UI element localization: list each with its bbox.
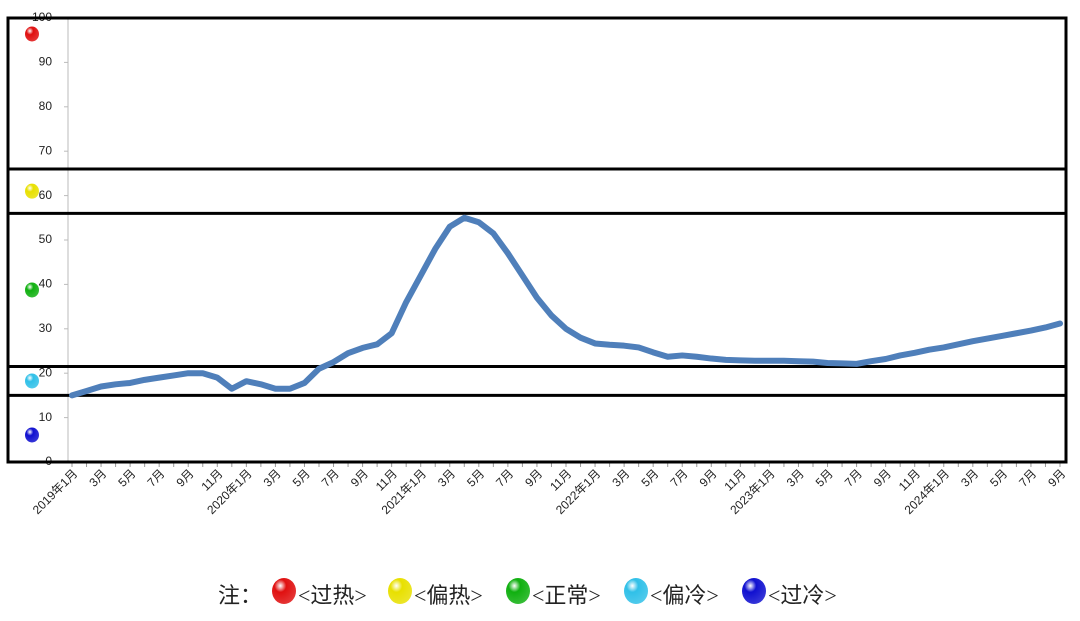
legend-label: <过冷> [768,583,837,608]
x-tick-label: 5月 [638,466,661,489]
y-tick-label: 80 [39,99,53,113]
zone-marker [25,183,39,199]
y-tick-label: 60 [39,188,53,202]
x-tick-label: 7月 [1016,466,1039,489]
legend-label: <正常> [532,583,601,608]
x-tick-label: 7月 [667,466,690,489]
zone-marker [25,373,39,389]
x-tick-label: 9月 [522,466,545,489]
zone-marker [25,427,39,443]
legend-marker [506,578,530,604]
legend-marker [272,578,296,604]
legend-marker [742,578,766,604]
x-tick-label: 9月 [1045,466,1068,489]
data-line [69,214,1063,399]
x-tick-label: 5月 [115,466,138,489]
x-tick-label: 3月 [435,466,458,489]
x-tick-label: 9月 [871,466,894,489]
legend-label: <偏冷> [650,583,719,608]
y-tick-label: 30 [39,321,53,335]
x-tick-label: 7月 [493,466,516,489]
x-tick-label: 5月 [813,466,836,489]
y-tick-label: 10 [39,410,53,424]
x-tick-label: 3月 [86,466,109,489]
y-tick-label: 90 [39,55,53,69]
x-tick-label: 5月 [464,466,487,489]
x-tick-label: 3月 [261,466,284,489]
x-tick-label: 5月 [987,466,1010,489]
x-tick-label: 3月 [958,466,981,489]
x-tick-label: 7月 [144,466,167,489]
zone-marker [25,26,39,42]
legend-marker [388,578,412,604]
zone-marker [25,282,39,298]
x-tick-label: 9月 [697,466,720,489]
legend-marker [624,578,648,604]
y-tick-label: 70 [39,143,53,157]
x-tick-label: 7月 [319,466,342,489]
legend-label: <过热> [298,583,367,608]
x-tick-label: 9月 [348,466,371,489]
x-tick-label: 3月 [784,466,807,489]
y-tick-label: 40 [39,277,53,291]
x-tick-label: 3月 [609,466,632,489]
x-tick-label: 9月 [173,466,196,489]
legend-prefix: 注： [218,583,262,608]
frame [6,16,1068,464]
x-tick-label: 2019年1月 [30,466,80,516]
legend-label: <偏热> [414,583,483,608]
x-tick-label: 7月 [842,466,865,489]
x-tick-label: 5月 [290,466,313,489]
y-tick-label: 20 [39,365,53,379]
y-tick-label: 50 [39,232,53,246]
